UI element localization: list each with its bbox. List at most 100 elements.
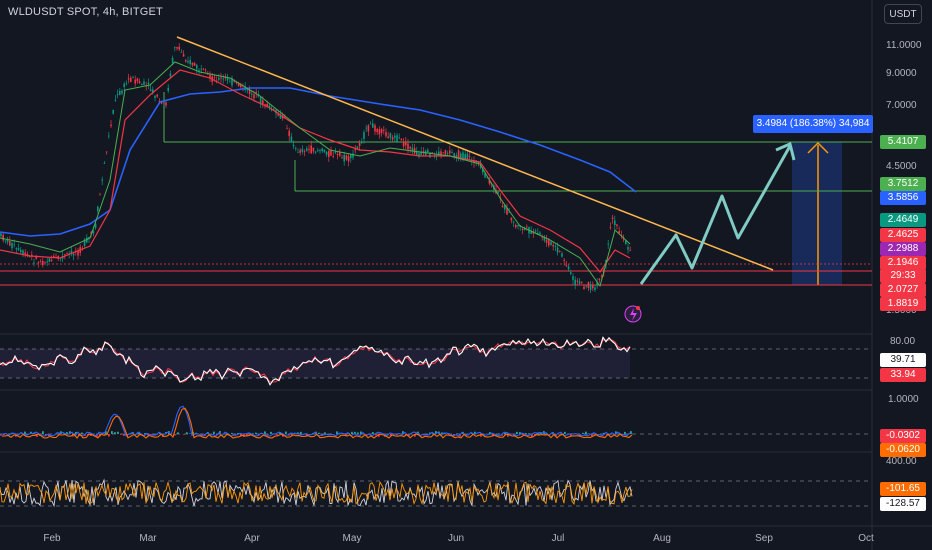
candle-body xyxy=(354,149,356,151)
candle-body xyxy=(4,240,7,242)
candle-body xyxy=(389,133,392,138)
macd-histogram-bar xyxy=(588,433,590,434)
candle-body xyxy=(537,232,539,234)
candle-body xyxy=(383,129,385,131)
candle-body xyxy=(176,47,178,49)
candle-body xyxy=(44,262,46,264)
candle-body xyxy=(154,95,156,98)
macd-histogram-bar xyxy=(345,434,347,436)
macd-histogram-bar xyxy=(114,432,116,434)
macd-histogram-bar xyxy=(246,434,248,436)
macd-histogram-bar xyxy=(144,433,146,434)
macd-histogram-bar xyxy=(264,431,266,434)
candle-body xyxy=(314,151,317,153)
candle-body xyxy=(123,83,125,87)
macd-histogram-bar xyxy=(606,434,608,435)
candle-body xyxy=(295,147,297,149)
macd-histogram-bar xyxy=(474,431,476,434)
descending-trendline[interactable] xyxy=(176,36,774,271)
currency-button[interactable]: USDT xyxy=(884,4,922,24)
candle-body xyxy=(510,217,513,221)
candle-body xyxy=(611,217,614,219)
candle-body xyxy=(319,149,321,152)
candle-body xyxy=(328,151,330,158)
time-axis-label: Oct xyxy=(858,533,874,544)
candle-body xyxy=(336,154,339,155)
candle-body xyxy=(444,150,447,155)
candle-body xyxy=(345,155,348,160)
macd-histogram-bar xyxy=(120,434,122,435)
candle-body xyxy=(614,220,616,226)
projection-path[interactable] xyxy=(639,145,792,285)
candle-body xyxy=(286,128,288,130)
candle-body xyxy=(220,77,222,79)
candle-body xyxy=(134,79,136,84)
candle-body xyxy=(235,82,238,83)
candle-body xyxy=(482,168,484,173)
cci-axis-label: 400.00 xyxy=(886,456,917,467)
candle-body xyxy=(504,205,506,210)
macd-histogram-bar xyxy=(570,434,572,436)
macd-histogram-bar xyxy=(318,432,320,434)
candle-body xyxy=(279,114,282,119)
candle-body xyxy=(466,153,469,160)
candle-body xyxy=(0,233,2,237)
rsi-badge: 33.94 xyxy=(880,368,926,382)
macd-histogram-bar xyxy=(336,431,338,434)
price-badge: 2.2988 xyxy=(880,242,926,256)
candle-body xyxy=(418,153,420,157)
candle-body xyxy=(572,276,574,280)
candle-body xyxy=(189,60,191,64)
macd-histogram-bar xyxy=(564,431,566,434)
macd-histogram-bar xyxy=(252,433,254,434)
candle-body xyxy=(449,150,451,154)
macd-histogram-bar xyxy=(300,431,302,434)
macd-histogram-bar xyxy=(414,434,416,437)
candle-body xyxy=(50,259,53,262)
time-axis-label: May xyxy=(342,533,362,544)
measure-box[interactable] xyxy=(792,142,842,285)
candle-body xyxy=(270,109,273,111)
candle-body xyxy=(552,245,554,247)
candle-body xyxy=(39,261,42,263)
macd-histogram-bar xyxy=(102,433,104,434)
candle-body xyxy=(174,47,176,49)
candle-body xyxy=(488,179,491,184)
candle-body xyxy=(83,239,86,246)
candle-body xyxy=(627,247,629,250)
candle-body xyxy=(330,150,332,156)
symbol-title[interactable]: WLDUSDT SPOT, 4h, BITGET xyxy=(8,6,163,18)
candle-body xyxy=(576,280,579,282)
candlestick-series xyxy=(0,43,631,294)
candle-body xyxy=(578,281,581,284)
time-axis-label: Mar xyxy=(139,533,157,544)
candle-body xyxy=(396,135,398,143)
candle-body xyxy=(530,230,532,235)
candle-body xyxy=(158,100,161,102)
measure-label[interactable]: 3.4984 (186.38%) 34,984 xyxy=(753,115,873,133)
candle-body xyxy=(11,243,13,249)
candle-body xyxy=(592,285,594,289)
macd-histogram-bar xyxy=(177,432,179,434)
price-badge: 3.7512 xyxy=(880,177,926,191)
macd-histogram-bar xyxy=(519,432,521,434)
candle-body xyxy=(616,224,618,226)
candle-body xyxy=(204,69,207,71)
macd-histogram-bar xyxy=(429,432,431,434)
macd-histogram-bar xyxy=(324,432,326,434)
macd-signal-line xyxy=(1,407,633,439)
candle-body xyxy=(332,156,334,157)
candle-body xyxy=(523,228,526,231)
candle-body xyxy=(152,89,154,93)
candle-body xyxy=(46,261,48,263)
candle-body xyxy=(372,123,374,128)
candle-body xyxy=(48,258,51,262)
macd-histogram-bar xyxy=(249,434,251,435)
candle-body xyxy=(378,129,381,135)
rsi-axis-label: 80.00 xyxy=(890,336,916,347)
candle-body xyxy=(438,151,440,154)
candle-body xyxy=(451,152,453,153)
candle-body xyxy=(297,151,299,153)
candle-body xyxy=(394,135,396,138)
